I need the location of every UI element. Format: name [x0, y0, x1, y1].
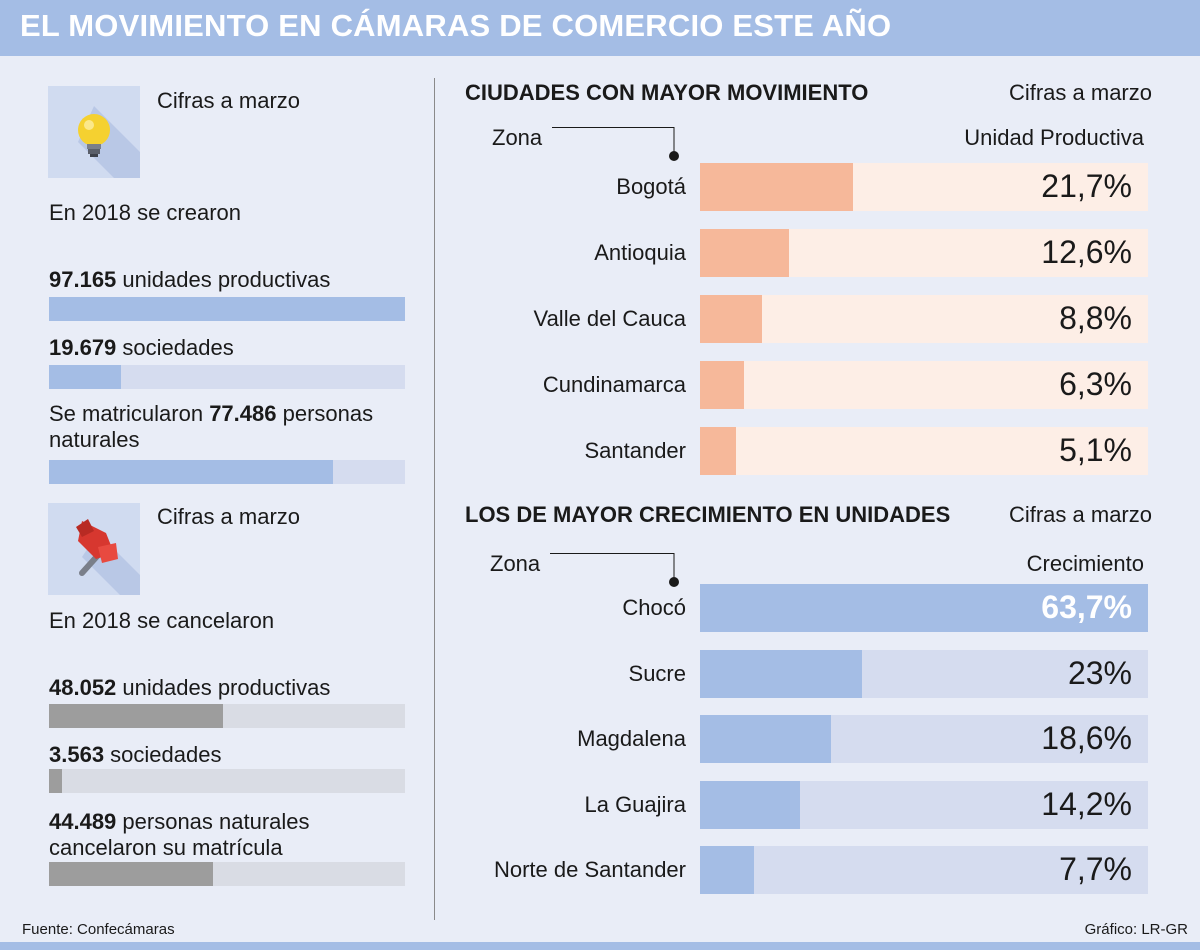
- cancelled-note: Cifras a marzo: [157, 504, 301, 529]
- chart2-zone-leader: [550, 553, 679, 587]
- cancelled-units-value: 48.052: [49, 675, 117, 700]
- created-societies-fill: [49, 365, 122, 389]
- cancelled-societies-label: sociedades: [104, 742, 222, 767]
- cancelled-persons-label: personas naturales: [116, 809, 310, 834]
- created-persons-fill: [49, 460, 333, 484]
- chart1-category-bogota: Bogotá: [616, 174, 686, 199]
- chart2-bar-track: 18,6%: [700, 715, 1148, 763]
- chart2-value-label: 23%: [1067, 654, 1132, 691]
- chart1-bar-antioquia: [700, 229, 789, 277]
- cancelled-units-fill: [49, 704, 224, 728]
- chart2-value-label: 14,2%: [1041, 785, 1132, 822]
- chart2-bar-norte-de-santander: [700, 846, 754, 894]
- chart1-bar-bogota: [700, 163, 853, 211]
- chart2-note: Cifras a marzo: [1008, 502, 1152, 527]
- created-societies-bar: [49, 365, 405, 389]
- created-item-societies-text: 19.679 sociedades: [49, 335, 234, 361]
- cancelled-heading: En 2018 se cancelaron: [49, 608, 275, 633]
- created-units-bar: [49, 297, 405, 321]
- created-note: Cifras a marzo: [157, 88, 301, 113]
- chart2-bar-track: 63,7%: [700, 584, 1148, 632]
- cancelled-persons-bar: [49, 862, 405, 886]
- graphic-credit: Gráfico: LR-GR: [1084, 921, 1188, 938]
- chart1-category-valle-del-cauca: Valle del Cauca: [533, 306, 686, 331]
- created-societies-value: 19.679: [49, 335, 117, 360]
- created-persons-prefix: Se matricularon: [49, 401, 210, 426]
- chart1-bar-valle-del-cauca: [700, 295, 762, 343]
- created-societies-label: sociedades: [116, 335, 234, 360]
- column-divider: [434, 78, 435, 920]
- chart2-bar-la-guajira: [700, 780, 800, 829]
- lightbulb-icon: [48, 86, 140, 178]
- chart1-value-label: 5,1%: [1059, 432, 1132, 468]
- chart1-bar-track: 21,7%: [700, 163, 1148, 211]
- cancelled-item-units-text: 48.052 unidades productivas: [49, 675, 330, 701]
- chart2-bar-magdalena: [700, 715, 831, 763]
- chart2-category-choco: Chocó: [622, 595, 686, 620]
- chart2-value-label: 63,7%: [1041, 589, 1132, 625]
- chart1-note: Cifras a marzo: [1008, 80, 1152, 105]
- chart1-zone-leader: [552, 127, 679, 161]
- cancelled-item-societies-text: 3.563 sociedades: [49, 742, 221, 768]
- chart2-bar-track: 23%: [700, 649, 1148, 698]
- chart1-category-antioquia: Antioquia: [594, 240, 686, 265]
- created-persons-line2: naturales: [49, 427, 140, 452]
- footer-bar: [0, 942, 1200, 950]
- header-bar: [0, 0, 1200, 56]
- chart2-xlabel: Zona: [490, 551, 541, 576]
- chart2-category-sucre: Sucre: [628, 660, 686, 686]
- created-persons-label: personas: [276, 401, 374, 426]
- cancelled-persons-fill: [49, 862, 213, 886]
- chart1-value-label: 8,8%: [1059, 300, 1132, 336]
- chart2-title: LOS DE MAYOR CRECIMIENTO EN UNIDADES: [465, 502, 951, 527]
- chart1-value-label: 6,3%: [1059, 366, 1132, 402]
- created-units-value: 97.165: [49, 267, 117, 292]
- cancelled-societies-bar: [49, 769, 405, 793]
- created-heading: En 2018 se crearon: [49, 200, 242, 225]
- cancelled-societies-fill: [49, 769, 63, 793]
- chart1-value-label: 21,7%: [1041, 168, 1132, 204]
- chart1-bar-track: 8,8%: [700, 295, 1148, 343]
- created-item-persons-text: Se matricularon 77.486 personas: [49, 401, 373, 427]
- created-persons-bar: [49, 460, 405, 484]
- cancelled-units-bar: [49, 704, 405, 728]
- cancelled-item-persons-text: 44.489 personas naturales: [49, 809, 310, 835]
- chart2-category-magdalena: Magdalena: [577, 726, 686, 751]
- chart2-bar-sucre: [700, 649, 862, 698]
- chart1-category-santander: Santander: [584, 438, 686, 463]
- created-item-units-text: 97.165 unidades productivas: [49, 267, 330, 293]
- chart1-value-label: 12,6%: [1041, 234, 1132, 270]
- chart1-bar-track: 6,3%: [700, 361, 1148, 409]
- chart1-ylabel: Unidad Productiva: [964, 125, 1144, 150]
- chart1-title: CIUDADES CON MAYOR MOVIMIENTO: [465, 80, 869, 105]
- chart1-bar-track: 12,6%: [700, 229, 1148, 277]
- source-note: Fuente: Confecámaras: [22, 921, 175, 938]
- chart1-bar-cundinamarca: [700, 361, 744, 409]
- created-units-fill: [49, 297, 405, 321]
- chart2-bar-track: 14,2%: [700, 780, 1148, 829]
- created-persons-value: 77.486: [209, 401, 277, 426]
- chart2-category-norte-de-santander: Norte de Santander: [493, 857, 686, 882]
- created-units-label: unidades productivas: [116, 267, 331, 292]
- chart1-xlabel: Zona: [492, 125, 543, 150]
- chart2-category-la-guajira: La Guajira: [584, 791, 686, 817]
- cancelled-persons-value: 44.489: [49, 809, 117, 834]
- chart2-bar-choco: [700, 584, 1148, 632]
- chart2-ylabel: Crecimiento: [1026, 551, 1144, 576]
- chart2-value-label: 7,7%: [1059, 851, 1132, 887]
- chart1-bar-track: 5,1%: [700, 427, 1148, 475]
- cancelled-units-label: unidades productivas: [116, 675, 331, 700]
- chart1-category-cundinamarca: Cundinamarca: [542, 372, 686, 397]
- chart1-bar-santander: [700, 427, 736, 475]
- cancelled-persons-line2: cancelaron su matrícula: [49, 835, 283, 860]
- chart2-bar-track: 7,7%: [700, 846, 1148, 894]
- page-title: EL MOVIMIENTO EN CÁMARAS DE COMERCIO EST…: [20, 8, 892, 43]
- pushpin-icon: [48, 503, 140, 595]
- cancelled-societies-value: 3.563: [49, 742, 105, 767]
- chart2-value-label: 18,6%: [1041, 720, 1132, 756]
